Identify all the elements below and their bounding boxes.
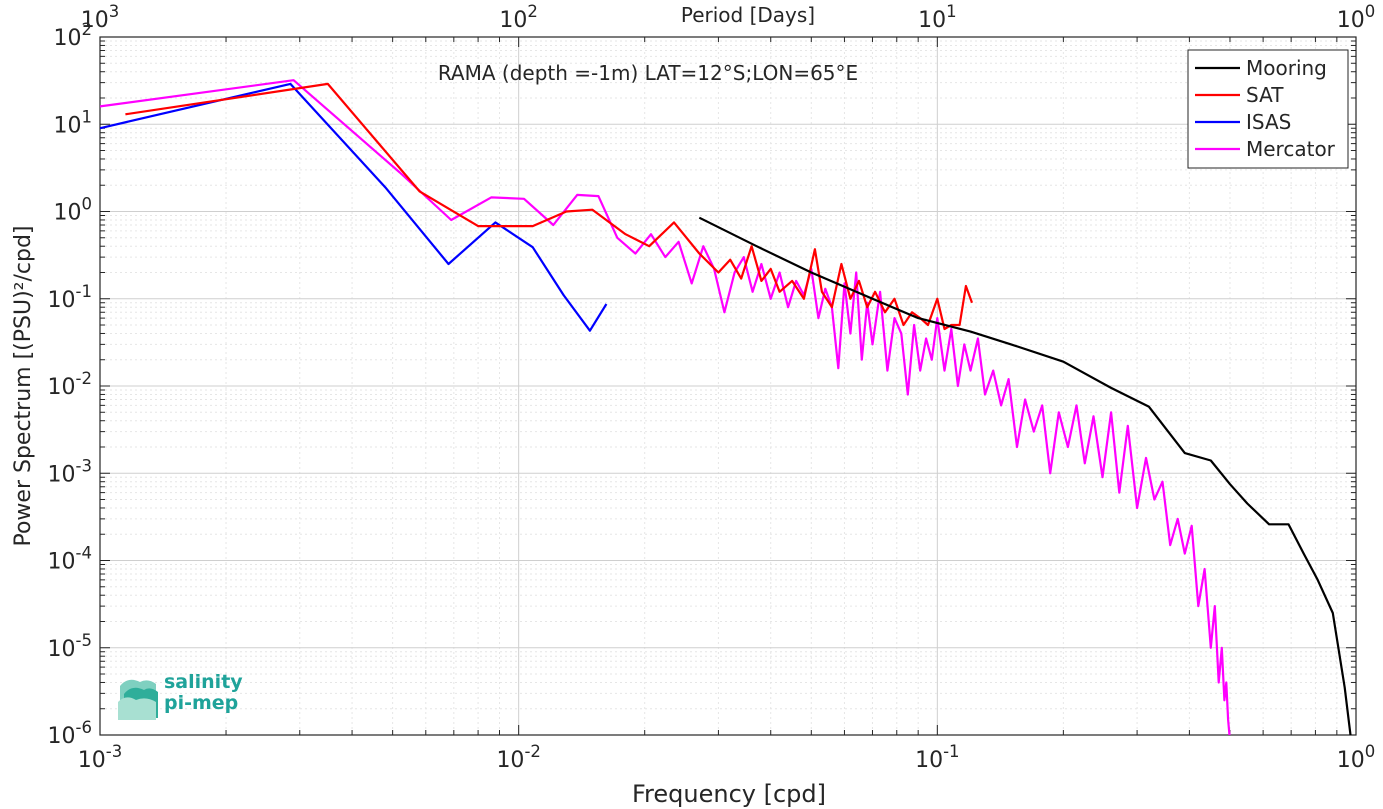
logo-line1: salinity <box>164 671 243 693</box>
y-tick-label: 10-2 <box>48 369 92 400</box>
x-axis-label: Frequency [cpd] <box>632 780 826 808</box>
grid-lines <box>100 37 1356 735</box>
y-tick-label: 10-6 <box>48 718 92 749</box>
series-line-sat <box>125 82 974 331</box>
x-tick-label: 10-3 <box>78 742 122 773</box>
x-tick-label: 100 <box>1337 742 1376 773</box>
salinity-pi-mep-logo: salinity pi-mep <box>116 672 246 722</box>
series-layer <box>100 79 1352 735</box>
y-axis-label: Power Spectrum [(PSU)²/cpd] <box>11 225 36 546</box>
y-tick-label: 102 <box>54 20 93 51</box>
top-tick-label: 100 <box>1337 2 1376 33</box>
y-tick-label: 100 <box>54 195 93 226</box>
logo-text: salinity pi-mep <box>164 672 243 714</box>
chart-title: RAMA (depth =-1m) LAT=12°S;LON=65°E <box>438 61 858 85</box>
y-tick-label: 10-1 <box>48 282 92 313</box>
y-tick-label: 10-4 <box>48 544 92 575</box>
legend-label-sat: SAT <box>1246 83 1284 107</box>
x-tick-label: 10-1 <box>915 742 959 773</box>
top-tick-label: 103 <box>81 2 120 33</box>
top-axis-label: Period [Days] <box>681 3 815 27</box>
x-tick-label: 10-2 <box>496 742 540 773</box>
top-tick-label: 102 <box>499 2 538 33</box>
y-tick-label: 101 <box>54 107 93 138</box>
legend-label-isas: ISAS <box>1246 110 1291 134</box>
top-tick-label: 101 <box>918 2 957 33</box>
legend-label-mooring: Mooring <box>1246 56 1327 80</box>
legend-label-mercator: Mercator <box>1246 137 1336 161</box>
y-tick-label: 10-3 <box>48 456 92 487</box>
logo-wave-icon <box>118 679 158 720</box>
legend: Mooring SAT ISAS Mercator <box>1187 49 1349 169</box>
logo-line2: pi-mep <box>164 692 239 714</box>
series-line-isas <box>100 82 608 332</box>
series-line-mercator <box>100 79 1231 735</box>
series-line-mooring <box>698 216 1352 735</box>
y-tick-label: 10-5 <box>48 631 92 662</box>
